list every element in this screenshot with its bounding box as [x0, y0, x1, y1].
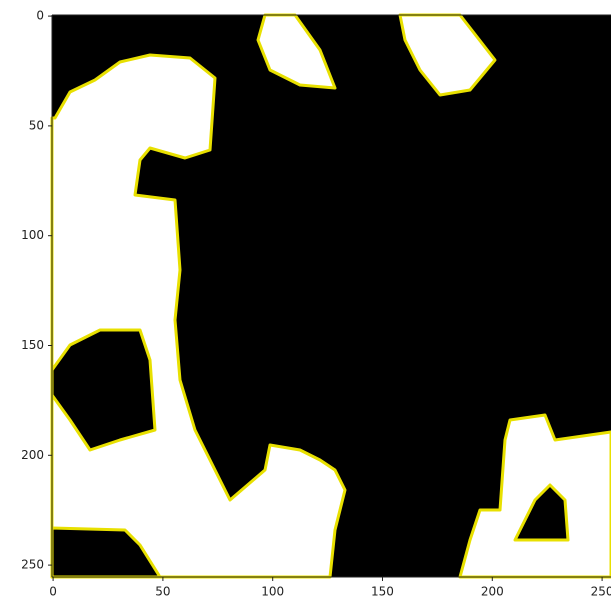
- x-tick-label: 100: [261, 585, 284, 599]
- x-tick-label: 150: [371, 585, 394, 599]
- y-tick-label: 200: [21, 448, 44, 462]
- x-tick-label: 200: [481, 585, 504, 599]
- y-tick-label: 100: [21, 228, 44, 242]
- y-tick-label: 250: [21, 558, 44, 572]
- y-tick-label: 50: [29, 118, 44, 132]
- x-tick-label: 0: [49, 585, 57, 599]
- y-tick-label: 150: [21, 338, 44, 352]
- y-tick-label: 0: [36, 9, 44, 23]
- chart: 0 50 100 150 200 250 0 50 100 150 200 250: [0, 0, 611, 601]
- x-tick-label: 50: [155, 585, 170, 599]
- x-tick-label: 250: [591, 585, 611, 599]
- image: [52, 15, 611, 577]
